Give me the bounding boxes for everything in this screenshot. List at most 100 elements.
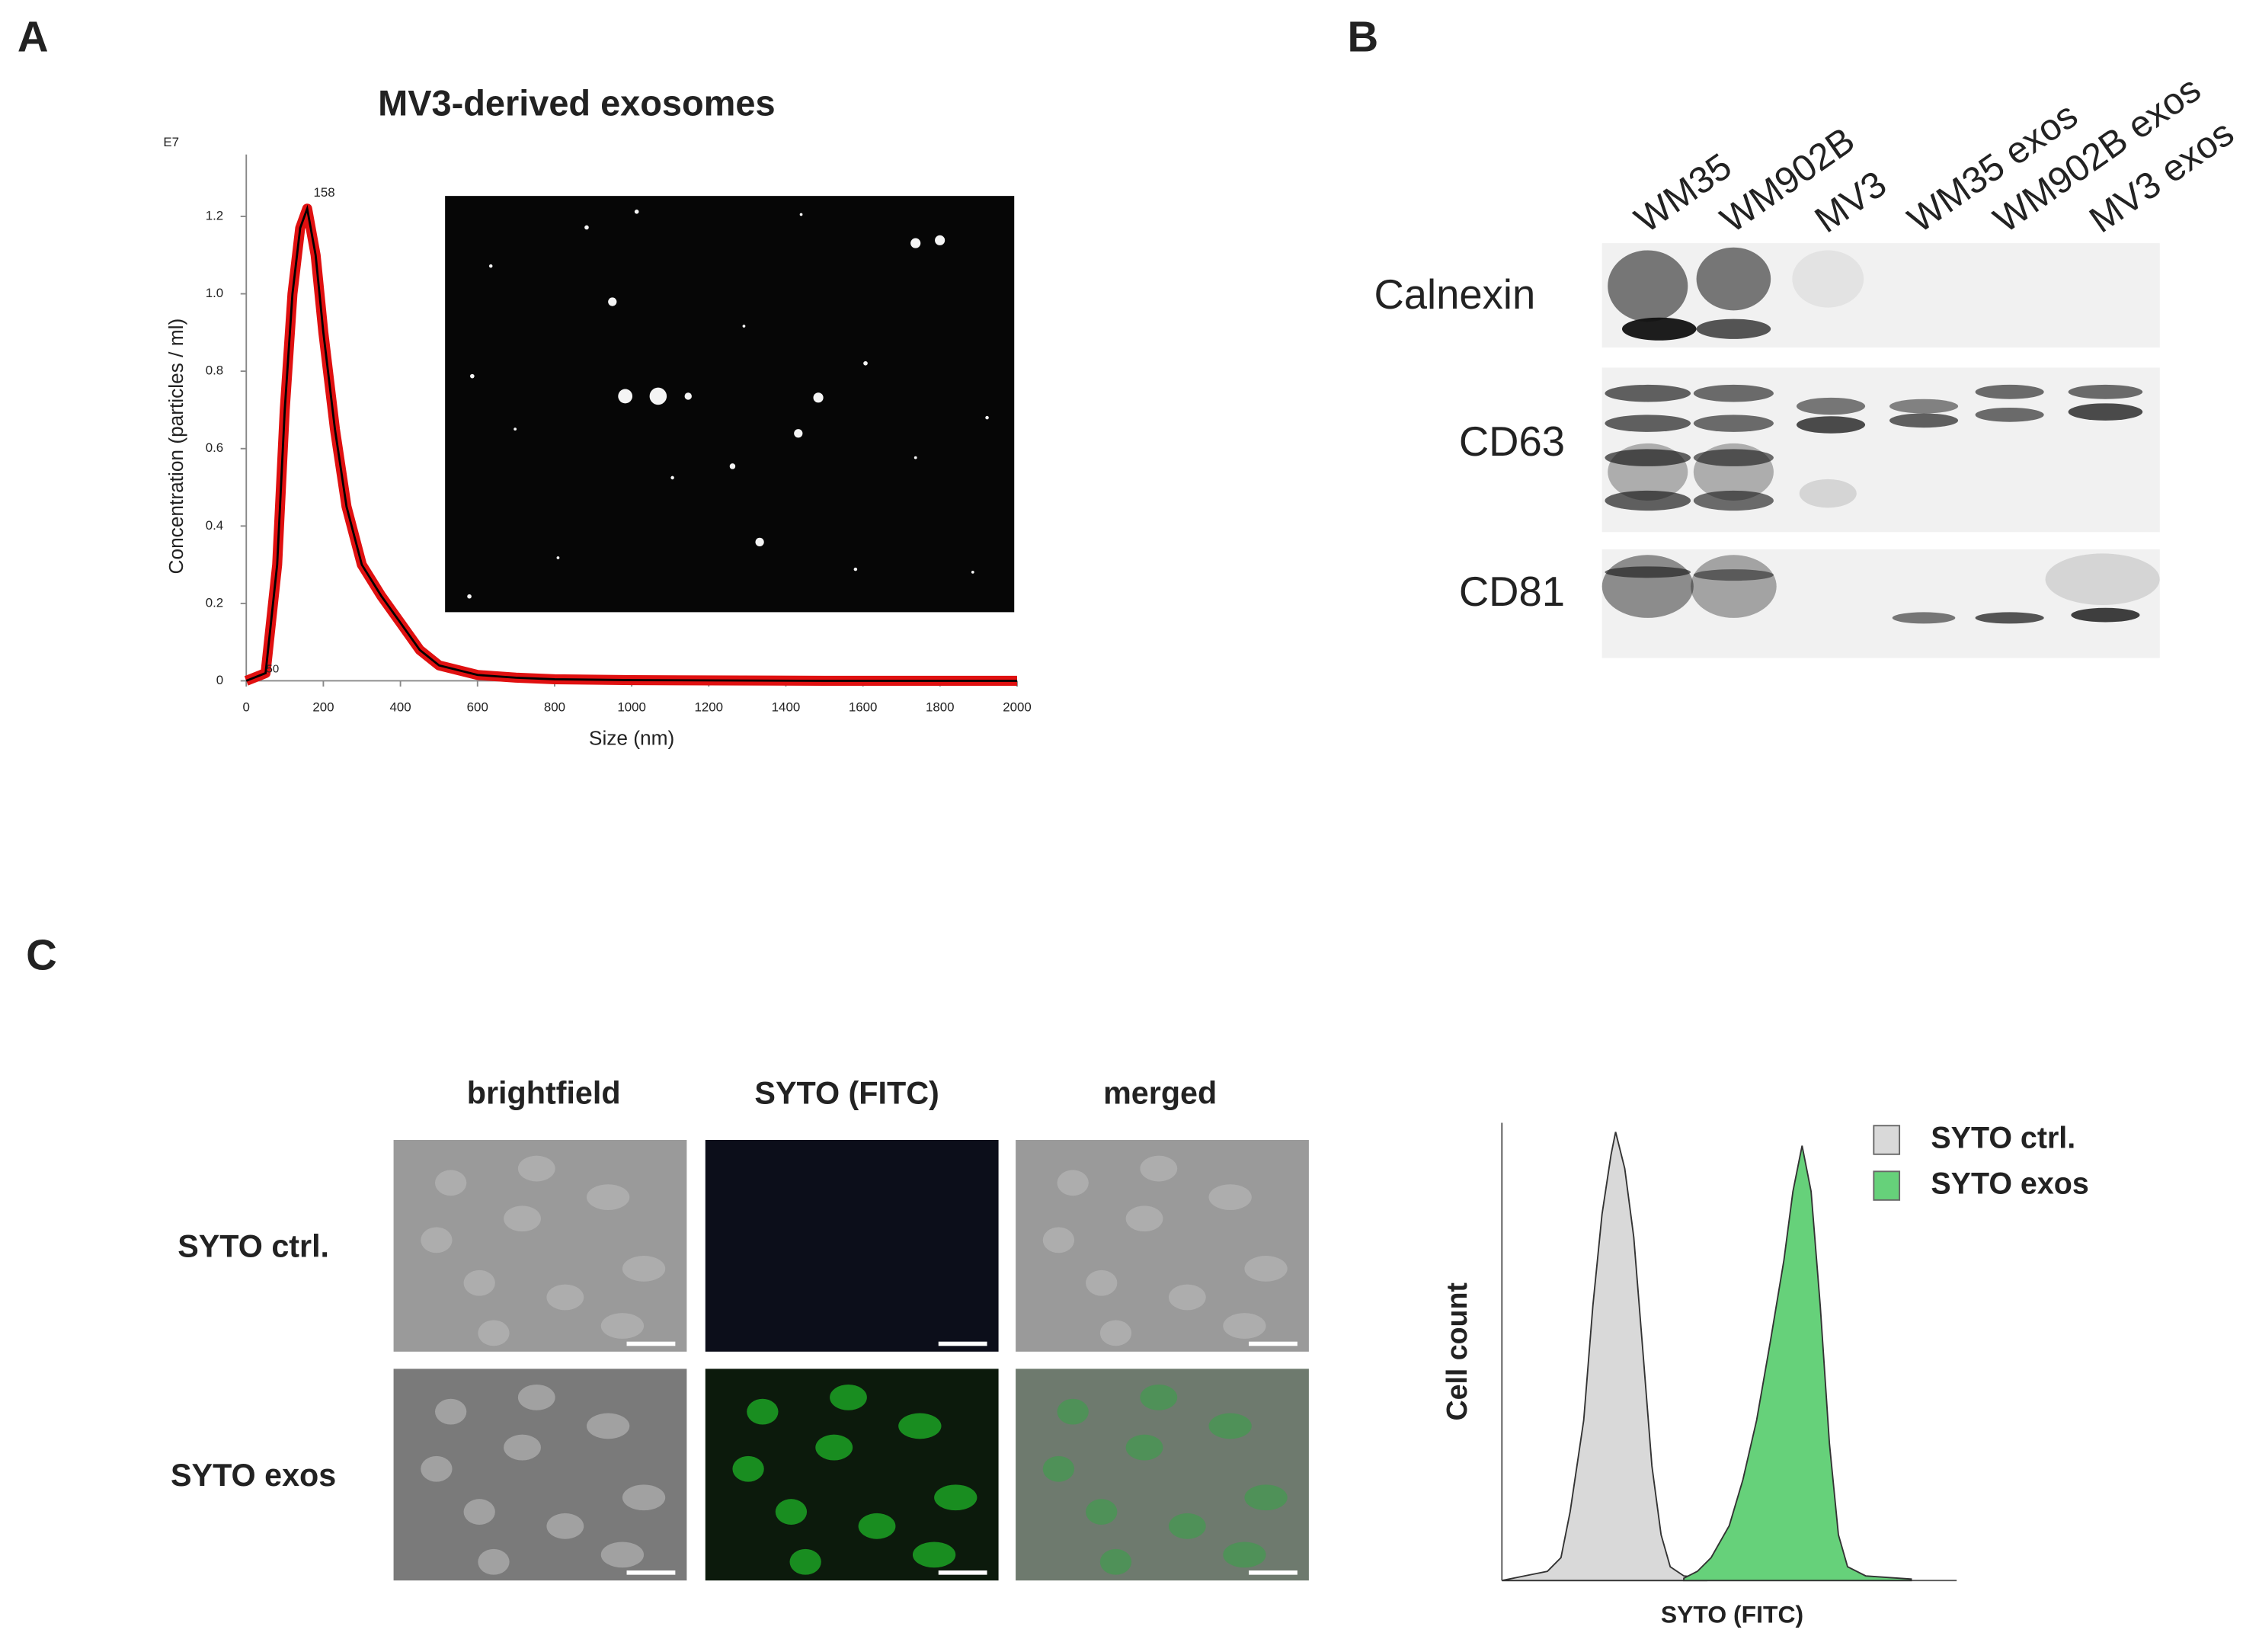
panel-label: C <box>26 931 57 979</box>
cell <box>830 1384 867 1410</box>
blot-band <box>2071 607 2140 623</box>
cell <box>586 1184 630 1210</box>
cell <box>546 1513 584 1539</box>
blot-band <box>1796 397 1866 415</box>
particle <box>799 213 803 216</box>
blot-band <box>1796 416 1866 434</box>
cell <box>463 1269 495 1296</box>
column-header: merged <box>1103 1076 1217 1111</box>
line <box>245 204 1017 682</box>
y-tick-label: 0 <box>216 673 223 687</box>
cell <box>600 1542 645 1568</box>
blot-band <box>1975 407 2044 422</box>
nta-image <box>445 196 1015 613</box>
histogram-area <box>1502 1132 1707 1582</box>
particle <box>684 392 692 400</box>
blot-band <box>1696 319 1771 339</box>
legend-swatch <box>1873 1170 1901 1201</box>
cell <box>1099 1548 1132 1575</box>
blot-band <box>1975 612 2044 624</box>
x-tick-label: 1800 <box>926 700 955 715</box>
blot-band <box>1693 384 1774 402</box>
y-tick-label: 0.4 <box>206 518 223 533</box>
blot-band <box>1601 555 1694 618</box>
blot-band <box>1696 247 1771 311</box>
cell <box>1140 1155 1178 1182</box>
y-axis-label: Cell count <box>1441 1282 1473 1421</box>
particle <box>742 325 746 328</box>
particle <box>755 537 764 547</box>
legend-label: SYTO ctrl. <box>1931 1121 2075 1154</box>
particle <box>556 556 560 559</box>
cell <box>1086 1499 1118 1525</box>
cell <box>517 1155 555 1182</box>
cell <box>421 1227 453 1253</box>
blot-strip <box>1601 549 2160 658</box>
blot-band <box>1693 449 1774 466</box>
y-tick-label: 0.8 <box>206 363 223 378</box>
annotation: 158 <box>313 185 334 200</box>
cell <box>1140 1384 1178 1410</box>
cell <box>622 1256 666 1282</box>
blot-band <box>1608 443 1688 501</box>
row-label: SYTO ctrl. <box>178 1229 329 1264</box>
cell <box>1244 1484 1288 1511</box>
cell <box>435 1170 467 1196</box>
x-tick-label: 0 <box>243 700 250 715</box>
cell <box>1057 1170 1089 1196</box>
cell <box>1223 1313 1266 1339</box>
particle <box>649 387 667 405</box>
particle <box>910 238 921 248</box>
scale-bar <box>938 1341 987 1346</box>
cell <box>600 1313 645 1339</box>
blot-band <box>2068 384 2143 399</box>
cell <box>732 1455 764 1482</box>
particle <box>584 225 589 230</box>
cell <box>1208 1184 1252 1210</box>
panel-label: A <box>18 12 49 60</box>
particle <box>618 389 633 404</box>
cell <box>1168 1513 1206 1539</box>
particle <box>985 415 989 420</box>
blot-band <box>1799 479 1857 508</box>
blot-band <box>1605 415 1691 432</box>
protein-label: CD81 <box>1459 568 1565 615</box>
cell <box>622 1484 666 1511</box>
cell <box>478 1548 510 1575</box>
blot-band <box>1605 449 1691 466</box>
cell <box>934 1484 978 1511</box>
y-multiplier: E7 <box>163 135 179 149</box>
y-tick-label: 0.6 <box>206 440 223 455</box>
scale-bar <box>1249 1570 1297 1575</box>
scale-bar <box>1249 1341 1297 1346</box>
cell <box>586 1413 630 1439</box>
particle <box>467 594 472 599</box>
particle <box>488 264 493 268</box>
blot-band <box>1621 317 1697 341</box>
cell <box>421 1455 453 1482</box>
particle <box>514 427 517 431</box>
y-tick-label: 1.0 <box>206 286 223 300</box>
scale-bar <box>626 1570 676 1575</box>
cell <box>789 1548 821 1575</box>
column-header: SYTO (FITC) <box>754 1076 939 1111</box>
blot-band <box>1608 250 1688 322</box>
particle <box>608 297 617 306</box>
cell <box>815 1434 853 1461</box>
blot-band <box>1693 569 1774 581</box>
cell <box>775 1499 808 1525</box>
y-tick-label: 0.2 <box>206 595 223 610</box>
particle <box>470 373 475 379</box>
particle <box>935 235 946 245</box>
particle <box>794 429 803 438</box>
blot-band <box>2068 403 2143 421</box>
lane-label: WM35 <box>1627 146 1739 241</box>
x-axis-label: Size (nm) <box>589 726 674 749</box>
x-tick-label: 800 <box>544 700 565 715</box>
cell <box>504 1205 541 1232</box>
legend-swatch <box>1873 1125 1901 1155</box>
y-axis-label: Concentration (particles / ml) <box>165 319 187 575</box>
legend-label: SYTO exos <box>1931 1167 2088 1200</box>
